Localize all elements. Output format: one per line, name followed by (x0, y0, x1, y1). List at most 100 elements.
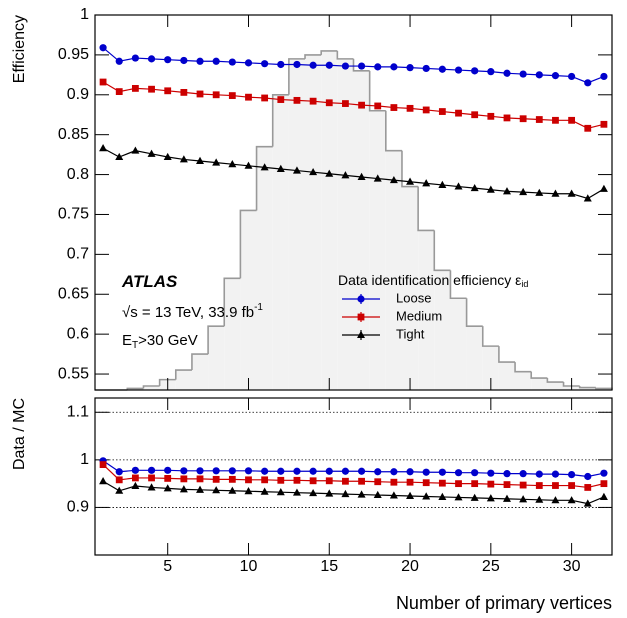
histogram-edge (239, 209, 257, 279)
marker (357, 313, 365, 321)
histogram-edge (530, 371, 548, 379)
marker (228, 475, 236, 483)
marker (261, 467, 269, 475)
marker (373, 490, 382, 499)
marker (261, 60, 269, 68)
histogram-edge (368, 70, 386, 112)
histogram-bar (498, 362, 516, 390)
marker (148, 474, 155, 482)
marker (551, 496, 560, 504)
series-line (102, 147, 605, 200)
marker (422, 492, 431, 500)
marker (196, 90, 204, 98)
marker (163, 152, 172, 161)
histogram-edge (142, 385, 160, 389)
marker (455, 480, 462, 488)
marker (244, 161, 253, 169)
marker (374, 478, 382, 486)
histogram-edge (352, 58, 370, 72)
marker (131, 54, 139, 62)
histogram-edge (465, 298, 483, 327)
histogram-edge (514, 362, 532, 373)
marker (164, 87, 172, 95)
marker (212, 486, 221, 494)
histogram-bar (353, 70, 370, 390)
marker (148, 85, 155, 93)
marker (228, 467, 236, 475)
y-tick-label: 0.55 (58, 365, 89, 382)
histogram-bar (401, 186, 419, 390)
y-axis-label: Efficiency (11, 15, 28, 83)
histogram-bar (240, 210, 257, 390)
marker (535, 495, 544, 503)
marker (131, 481, 140, 490)
legend-label: Tight (396, 326, 425, 341)
marker (196, 156, 205, 165)
marker (325, 489, 334, 497)
x-tick-label: 5 (163, 558, 172, 575)
marker (390, 104, 398, 111)
marker (584, 484, 592, 491)
marker (99, 461, 107, 469)
marker (244, 59, 253, 67)
marker (196, 467, 204, 475)
marker (486, 185, 495, 193)
marker (535, 116, 543, 123)
y-tick-label: 1.1 (67, 403, 89, 420)
marker (551, 72, 560, 80)
marker (584, 472, 592, 481)
histogram-bar (175, 370, 192, 390)
marker (422, 468, 430, 476)
histogram-edge (433, 230, 451, 272)
marker (325, 99, 333, 107)
marker (486, 494, 495, 502)
marker (261, 94, 269, 102)
marker (584, 79, 592, 87)
histogram-edge (320, 50, 338, 55)
marker (325, 169, 334, 177)
marker (438, 65, 446, 73)
y-tick-label: 0.9 (67, 86, 89, 103)
marker (293, 467, 301, 475)
marker (519, 70, 527, 78)
marker (180, 467, 188, 475)
marker (471, 67, 479, 75)
histogram-edge (578, 386, 596, 389)
marker (115, 486, 124, 494)
marker (309, 97, 317, 105)
marker (196, 485, 205, 493)
marker (552, 482, 559, 489)
marker (568, 72, 576, 81)
histogram-edge (401, 150, 419, 188)
histogram-bar (547, 382, 564, 390)
marker (212, 57, 220, 65)
annotation: ET>30 GeV (122, 332, 198, 351)
y-axis-label: Data / MC (11, 398, 28, 470)
marker (471, 480, 479, 488)
marker (212, 158, 221, 166)
marker (535, 470, 543, 478)
annotation-sup: -1 (254, 302, 263, 313)
marker (503, 481, 511, 488)
marker (406, 491, 415, 500)
legend-title-sub: id (521, 279, 528, 289)
marker (487, 469, 495, 477)
histogram-edge (288, 58, 306, 95)
histogram-edge (481, 326, 499, 347)
marker (164, 466, 172, 474)
marker (342, 100, 349, 107)
histogram-bar (482, 346, 499, 390)
y-tick-label: 0.95 (58, 46, 89, 63)
histogram-bar (434, 270, 451, 390)
marker (245, 93, 252, 101)
marker (535, 188, 544, 196)
histogram-bar (531, 378, 548, 390)
histogram-bar (385, 150, 402, 390)
marker (422, 106, 430, 114)
legend-title-text: Data identification efficiency ε (338, 272, 521, 288)
marker (180, 56, 188, 65)
marker (487, 68, 495, 76)
series-line (102, 480, 605, 505)
marker (228, 160, 237, 168)
